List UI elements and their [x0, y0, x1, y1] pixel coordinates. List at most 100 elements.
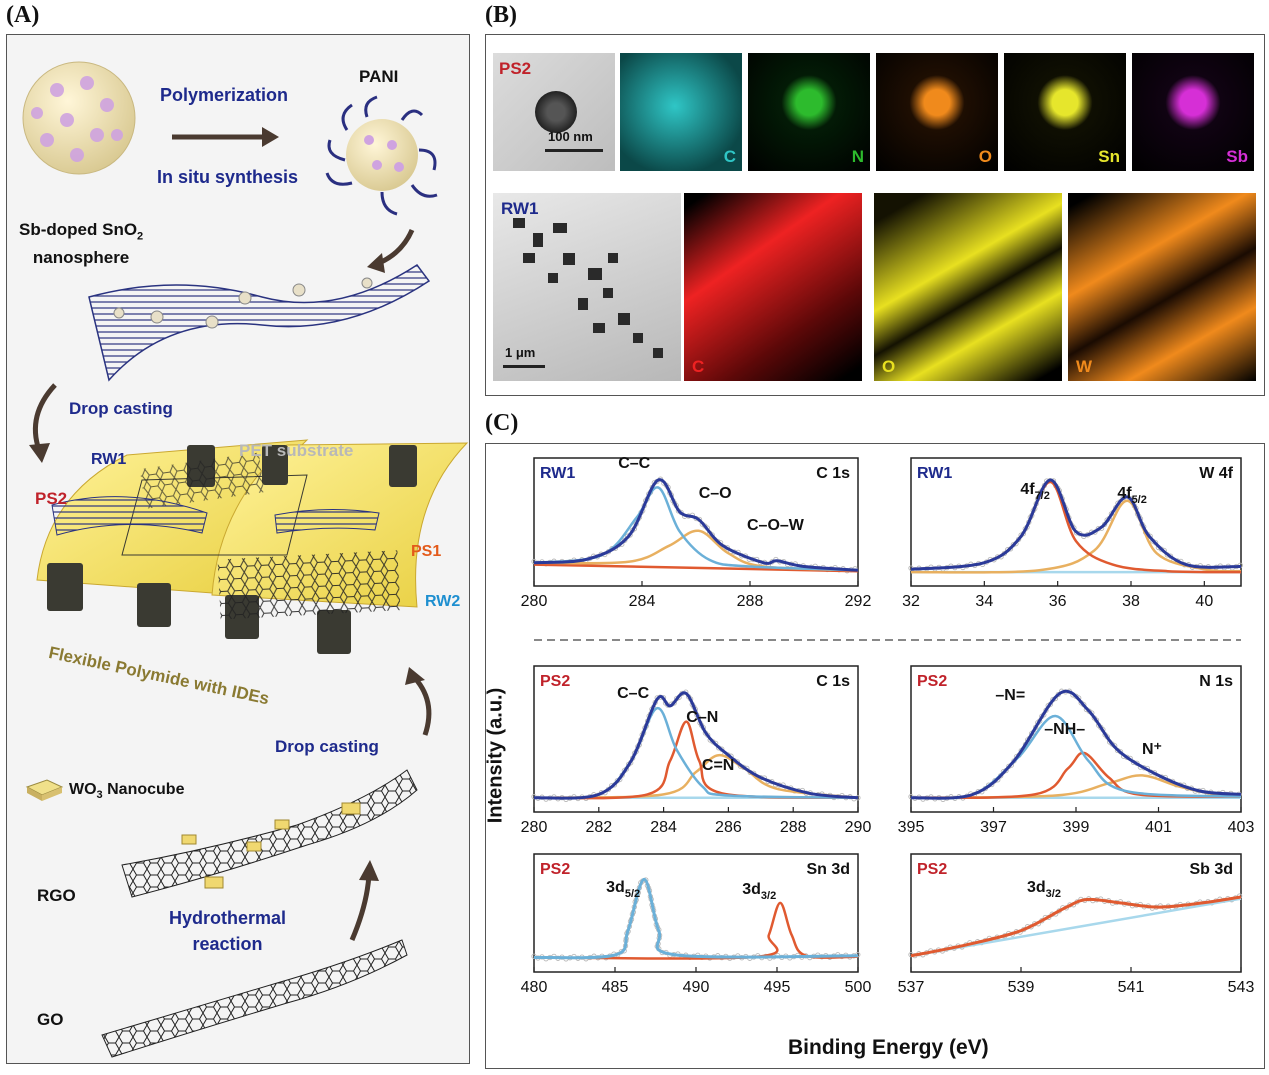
panel-label-c: (C) — [485, 410, 518, 437]
x-tick-label: 537 — [898, 979, 925, 996]
x-tick-label: 288 — [737, 593, 764, 610]
spectrum-title: C 1s — [816, 465, 850, 482]
label-go: GO — [37, 1010, 63, 1030]
pani-fiber-sheet — [89, 265, 429, 380]
panel-label-b: (B) — [485, 2, 517, 29]
sb-doped-text: Sb-doped SnO — [19, 220, 137, 239]
x-tick-label: 292 — [845, 593, 872, 610]
label-pani: PANI — [359, 67, 398, 87]
peak-label: N⁺ — [1142, 741, 1162, 758]
x-axis-label: Binding Energy (eV) — [788, 1036, 989, 1060]
panel-b-eds-mapping: PS2 100 nm C N O Sn Sb RW1 1 μm C O W — [485, 34, 1265, 396]
label-ps1: PS1 — [411, 543, 441, 561]
peak-label: C–O–W — [747, 517, 805, 534]
element-label: Sb — [1226, 147, 1248, 167]
x-tick-label: 539 — [1008, 979, 1035, 996]
eds-map-c: C — [620, 53, 742, 171]
panel-c-xps-spectra: 280 284 288 292 RW1 C 1s C–C C–O C–O–W 32 34 36 38 40… — [485, 443, 1265, 1069]
x-tick-label: 280 — [521, 819, 548, 836]
wo3-nanocube-icon — [27, 780, 62, 801]
x-tick-label: 290 — [845, 819, 872, 836]
y-axis-label: Intensity (a.u.) — [484, 688, 507, 824]
spectrum-title: N 1s — [1199, 673, 1233, 690]
label-hydrothermal: Hydrothermal reaction — [169, 905, 286, 957]
x-tick-label: 543 — [1228, 979, 1255, 996]
peak-label: C–C — [617, 685, 649, 702]
x-tick-label: 282 — [585, 819, 612, 836]
spectrum-title: Sn 3d — [806, 861, 850, 878]
eds-map-rw1-w: W — [1068, 193, 1256, 381]
label-polymerization: Polymerization — [160, 85, 288, 106]
sample-label: PS2 — [540, 861, 570, 878]
scale-bar — [545, 149, 603, 152]
label-sb-doped: Sb-doped SnO2 nanosphere — [19, 219, 143, 269]
label-rgo: RGO — [37, 886, 76, 906]
x-tick-label: 40 — [1195, 593, 1213, 610]
label-pet-substrate: PET substrate — [239, 441, 353, 461]
x-tick-label: 490 — [683, 979, 710, 996]
x-tick-label: 495 — [764, 979, 791, 996]
x-tick-label: 480 — [521, 979, 548, 996]
element-label: C — [692, 357, 704, 377]
sample-label: RW1 — [540, 465, 575, 482]
scale-bar — [503, 365, 545, 368]
eds-map-rw1-c: C — [684, 193, 862, 381]
scale-label-1um: 1 μm — [505, 345, 535, 360]
x-tick-label: 399 — [1063, 819, 1090, 836]
sample-label-rw1: RW1 — [501, 199, 538, 219]
label-in-situ: In situ synthesis — [157, 167, 298, 188]
x-tick-label: 500 — [845, 979, 872, 996]
chart-frame — [534, 666, 858, 812]
x-tick-label: 32 — [902, 593, 920, 610]
flexible-sensor-device — [37, 440, 467, 654]
hydrothermal-text: Hydrothermal — [169, 908, 286, 928]
x-tick-label: 284 — [629, 593, 656, 610]
x-tick-label: 401 — [1145, 819, 1172, 836]
x-tick-label: 280 — [521, 593, 548, 610]
peak-label: C–O — [699, 485, 732, 502]
eds-map-n: N — [748, 53, 870, 171]
label-drop-casting-1: Drop casting — [69, 399, 173, 419]
pani-coated-sphere — [327, 97, 437, 214]
go-sheet — [102, 940, 407, 1057]
element-label: W — [1076, 357, 1092, 377]
panel-a-schematic: Polymerization In situ synthesis PANI Sb… — [6, 34, 470, 1064]
x-tick-label: 286 — [715, 819, 742, 836]
sample-label-ps2: PS2 — [499, 59, 531, 79]
nanosphere-text: nanosphere — [33, 248, 129, 267]
sample-label: PS2 — [540, 673, 570, 690]
peak-label: –NH– — [1044, 721, 1085, 738]
x-tick-label: 36 — [1049, 593, 1067, 610]
label-rw2: RW2 — [425, 593, 460, 611]
spectrum-title: C 1s — [816, 673, 850, 690]
eds-map-rw1-o: O — [874, 193, 1062, 381]
sample-label: PS2 — [917, 861, 947, 878]
peak-label: C=N — [702, 757, 734, 774]
tem-image-ps2: PS2 100 nm — [493, 53, 615, 171]
peak-label: C–N — [686, 709, 718, 726]
element-label: O — [979, 147, 992, 167]
eds-map-sb: Sb — [1132, 53, 1254, 171]
wo3-text: WO — [69, 781, 97, 798]
label-ps2: PS2 — [35, 489, 67, 509]
label-wo3-nanocube: WO3 Nanocube — [69, 781, 184, 801]
reaction-text: reaction — [193, 934, 263, 954]
element-label: N — [852, 147, 864, 167]
panel-label-a: (A) — [6, 2, 39, 29]
eds-map-sn: Sn — [1004, 53, 1126, 171]
eds-map-o: O — [876, 53, 998, 171]
x-tick-label: 284 — [650, 819, 677, 836]
peak-label: –N= — [995, 687, 1025, 704]
spectrum-title: W 4f — [1199, 465, 1233, 482]
x-tick-label: 541 — [1118, 979, 1145, 996]
x-tick-label: 34 — [975, 593, 993, 610]
tem-image-rw1: RW1 1 μm — [493, 193, 681, 381]
xps-charts: 280 284 288 292 RW1 C 1s C–C C–O C–O–W 32 34 36 38 40… — [486, 444, 1266, 1070]
sb-doped-sno2-nanosphere — [23, 62, 135, 174]
x-tick-label: 38 — [1122, 593, 1140, 610]
